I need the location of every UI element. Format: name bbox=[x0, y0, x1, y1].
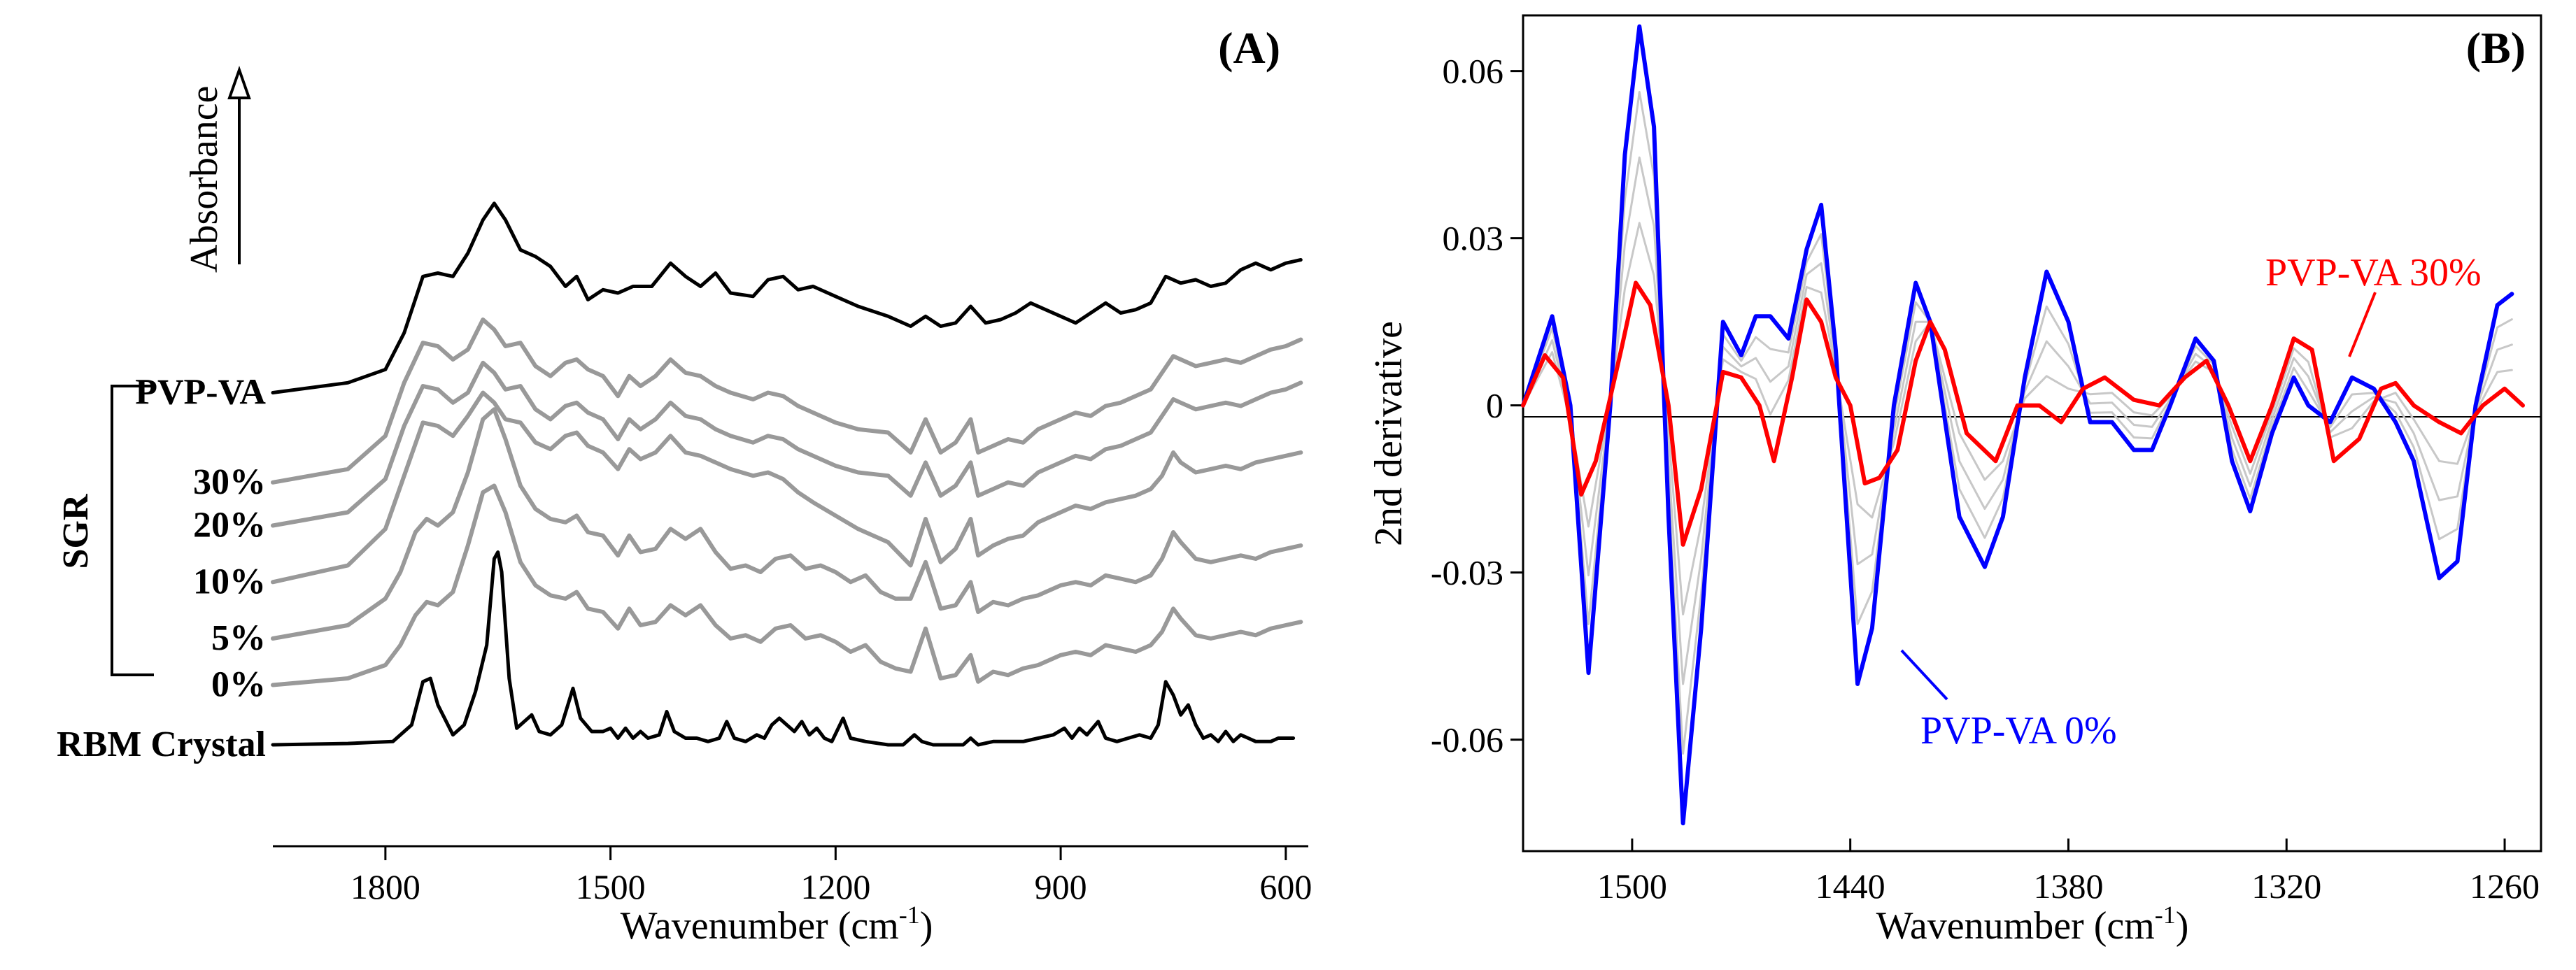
spectrum-line-20 bbox=[271, 360, 1303, 528]
panel-b-intermediate-traces bbox=[1522, 91, 2513, 755]
panel-a-series-lines bbox=[271, 201, 1303, 747]
panel-b-y-axis-title: 2nd derivative bbox=[1367, 321, 1410, 546]
panel-b-annotations: PVP-VA 30% PVP-VA 0% bbox=[1900, 251, 2482, 753]
panel-b-y-tick-label-2: 0 bbox=[1486, 386, 1503, 425]
annotation-30-leader bbox=[2348, 292, 2377, 357]
panel-b-y-tick-label-0: -0.06 bbox=[1431, 720, 1503, 759]
panel-b-x-axis-title: Wavenumber (cm-1) bbox=[1876, 901, 2189, 948]
annotation-0-leader bbox=[1900, 649, 1948, 701]
spectrum-line-10 bbox=[271, 390, 1303, 585]
panel-a-x-tick-label-600: 600 bbox=[1259, 867, 1312, 906]
series-label-0: 0% bbox=[211, 665, 266, 705]
sgr-group-label: SGR bbox=[56, 493, 96, 569]
derivative-line-pvp-va-30 bbox=[1521, 280, 2525, 547]
spectrum-line-30 bbox=[271, 318, 1303, 485]
panel-a-y-axis-title: Absorbance bbox=[183, 86, 226, 273]
panel-b-label: (B) bbox=[2466, 23, 2526, 73]
absorbance-arrow-head bbox=[227, 65, 251, 99]
intermediate-trace-1 bbox=[1522, 91, 2513, 755]
panel-a-x-tick-label-1200: 1200 bbox=[800, 867, 870, 906]
series-label-20: 20% bbox=[193, 506, 266, 545]
spectrum-line-pvp-va bbox=[271, 201, 1303, 394]
panel-b-y-tick-label-4: 0.06 bbox=[1443, 52, 1504, 91]
series-label-5: 5% bbox=[211, 618, 266, 658]
sgr-bracket: SGR bbox=[56, 385, 154, 676]
series-label-pvp-va: PVP-VA bbox=[135, 373, 266, 413]
panel-b-series-lines bbox=[1521, 24, 2525, 826]
spectrum-line-0 bbox=[271, 483, 1303, 687]
panel-b-y-tick-label-3: 0.03 bbox=[1443, 219, 1504, 258]
series-label-30: 30% bbox=[193, 462, 266, 502]
intermediate-trace-2 bbox=[1522, 156, 2513, 685]
panel-a-x-ticks: 1800 1500 1200 900 600 bbox=[351, 846, 1312, 906]
panel-a-x-axis-title: Wavenumber (cm-1) bbox=[621, 901, 933, 948]
series-label-rbm-crystal: RBM Crystal bbox=[57, 725, 266, 764]
panel-a-x-tick-label-1500: 1500 bbox=[576, 867, 646, 906]
panel-b-x-ticks: 1500 1440 1380 1320 1260 bbox=[1597, 839, 2540, 906]
panel-a-series-labels: PVP-VA 30% 20% 10% 5% 0% RBM Crystal bbox=[57, 373, 266, 765]
panel-a: 1800 1500 1200 900 600 Wavenumber (cm-1) Abs… bbox=[56, 23, 1312, 948]
annotation-pvp-va-30: PVP-VA 30% bbox=[2265, 251, 2482, 294]
panel-b-y-tick-label-1: -0.03 bbox=[1431, 553, 1503, 592]
panel-a-x-tick-label-1800: 1800 bbox=[351, 867, 420, 906]
panel-b-x-tick-label-1260: 1260 bbox=[2470, 866, 2540, 906]
absorbance-arrow: Absorbance bbox=[183, 65, 251, 273]
panel-a-x-tick-label-900: 900 bbox=[1035, 867, 1087, 906]
panel-b-y-ticks: -0.06 -0.03 0 0.03 0.06 bbox=[1431, 52, 1523, 759]
panel-a-label: (A) bbox=[1218, 23, 1280, 73]
panel-b-x-tick-label-1500: 1500 bbox=[1597, 866, 1667, 906]
panel-b-x-tick-label-1380: 1380 bbox=[2033, 866, 2103, 906]
panel-b-frame bbox=[1522, 14, 2542, 853]
panel-b-x-tick-label-1320: 1320 bbox=[2251, 866, 2321, 906]
spectrum-line-5 bbox=[271, 407, 1303, 641]
panel-b: -0.06 -0.03 0 0.03 0.06 1500 1440 1380 1320 1260… bbox=[1367, 14, 2542, 948]
intermediate-trace-3 bbox=[1522, 222, 2513, 615]
panel-a-axis: 1800 1500 1200 900 600 Wavenumber (cm-1) bbox=[273, 845, 1312, 948]
panel-b-x-tick-label-1440: 1440 bbox=[1816, 866, 1885, 906]
series-label-10: 10% bbox=[193, 562, 266, 601]
derivative-line-pvp-va-0 bbox=[1521, 24, 2514, 826]
sgr-bracket-line bbox=[111, 385, 154, 676]
annotation-pvp-va-0: PVP-VA 0% bbox=[1920, 709, 2117, 753]
spectrum-line-rbm-crystal bbox=[271, 550, 1296, 747]
